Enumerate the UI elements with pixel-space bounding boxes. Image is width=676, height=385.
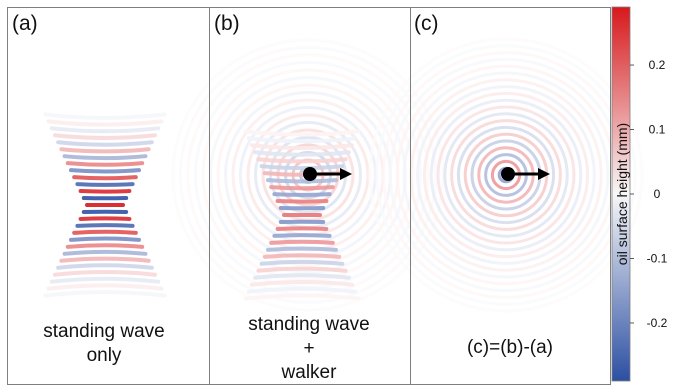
colorbar: 0.2 0.1 0 -0.1 -0.2 oil surface height (mm) xyxy=(611,6,668,382)
panel-b: (b) standing wave + walker xyxy=(171,12,445,383)
panel-label-b: (b) xyxy=(214,12,240,35)
caption-b-line2: + xyxy=(303,338,314,359)
colorbar-label: oil surface height (mm) xyxy=(614,123,630,265)
caption-b-line1: standing wave xyxy=(248,314,369,335)
caption-a-line2: only xyxy=(87,345,122,366)
caption-a-line1: standing wave xyxy=(43,321,164,342)
colorbar-tick-label: 0 xyxy=(654,187,661,201)
panel-c: (c) (c)=(b)-(a) xyxy=(368,12,644,358)
colorbar-tick-label: -0.1 xyxy=(647,251,668,265)
panel-label-a: (a) xyxy=(12,12,38,35)
walker-dot-b xyxy=(303,167,317,181)
caption-b-line3: walker xyxy=(281,362,338,383)
colorbar-ticks: 0.2 0.1 0 -0.1 -0.2 xyxy=(630,58,668,330)
caption-c: (c)=(b)-(a) xyxy=(467,337,553,358)
walker-dot-c xyxy=(501,167,515,181)
panel-label-c: (c) xyxy=(414,12,439,35)
wave-field-a xyxy=(43,112,167,298)
colorbar-tick-label: -0.2 xyxy=(647,316,668,330)
panel-a: (a) standing wave only xyxy=(12,12,167,366)
colorbar-tick-label: 0.2 xyxy=(649,58,666,72)
colorbar-tick-label: 0.1 xyxy=(649,123,666,137)
